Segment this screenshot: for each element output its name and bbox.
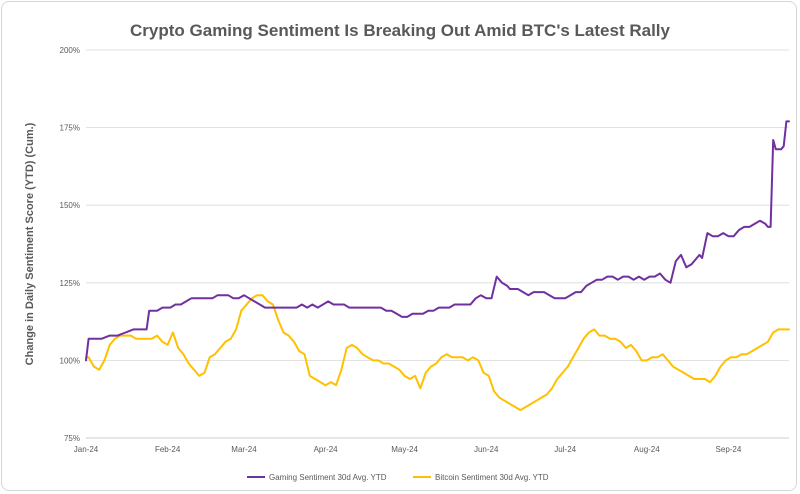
y-axis-ticks: 75% 100% 125% 150% 175% 200% (60, 46, 80, 443)
y-axis-label: Change in Daily Sentiment Score (YTD) (C… (24, 122, 36, 365)
legend-label-bitcoin: Bitcoin Sentiment 30d Avg. YTD (435, 473, 549, 482)
x-tick-label: Aug-24 (634, 445, 660, 454)
x-tick-label: May-24 (391, 445, 418, 454)
x-tick-label: Jun-24 (474, 445, 499, 454)
x-axis-ticks: Jan-24 Feb-24 Mar-24 Apr-24 May-24 Jun-24 Jul-… (74, 445, 742, 454)
y-tick-label: 200% (60, 46, 80, 55)
y-tick-label: 125% (60, 279, 80, 288)
x-tick-label: Jan-24 (74, 445, 99, 454)
series-group (85, 120, 790, 412)
y-tick-label: 75% (64, 434, 80, 443)
x-tick-label: Jul-24 (554, 445, 576, 454)
chart-title: Crypto Gaming Sentiment Is Breaking Out … (130, 21, 670, 40)
y-tick-label: 150% (60, 201, 80, 210)
legend: Gaming Sentiment 30d Avg. YTD Bitcoin Se… (247, 473, 549, 482)
x-tick-label: Apr-24 (314, 445, 339, 454)
series-line-gaming (85, 120, 790, 362)
y-tick-label: 100% (60, 356, 80, 365)
x-tick-label: Sep-24 (716, 445, 742, 454)
y-tick-label: 175% (60, 124, 80, 133)
x-tick-label: Feb-24 (155, 445, 181, 454)
series-line-bitcoin (85, 294, 790, 412)
legend-label-gaming: Gaming Sentiment 30d Avg. YTD (269, 473, 387, 482)
gridlines (86, 49, 789, 361)
x-tick-label: Mar-24 (231, 445, 257, 454)
